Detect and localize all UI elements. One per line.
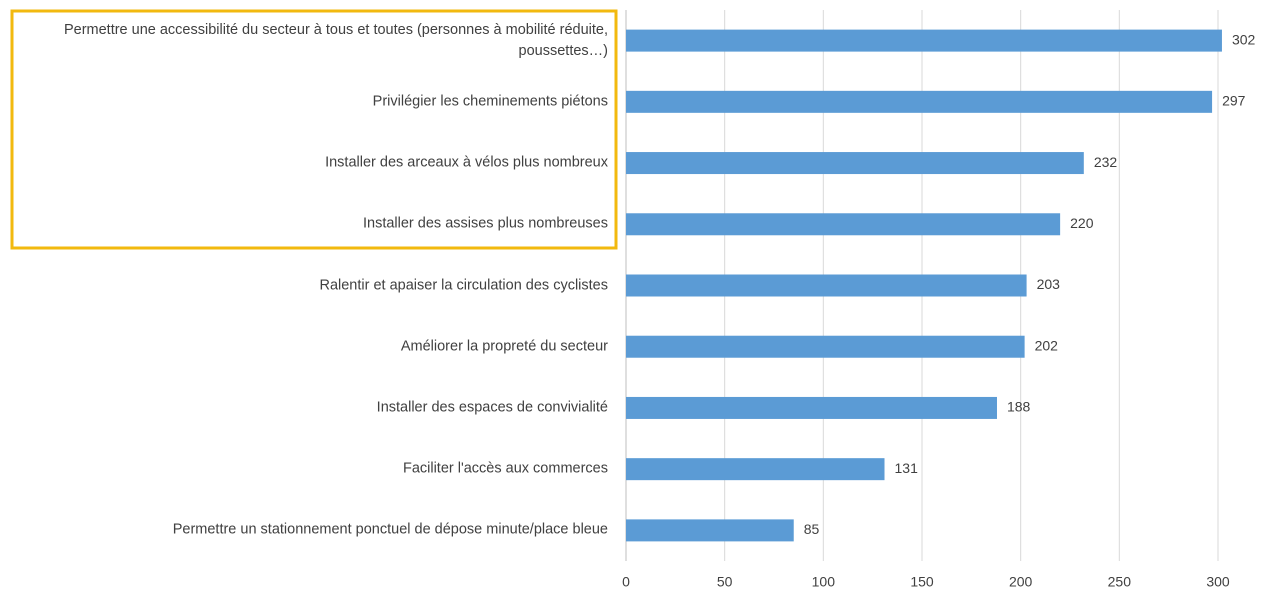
value-label: 202: [1035, 337, 1059, 353]
value-label: 232: [1094, 154, 1118, 170]
x-tick-label: 250: [1108, 574, 1132, 590]
y-tick-label: Faciliter l'accès aux commerces: [402, 460, 608, 477]
x-tick-label: 100: [812, 574, 836, 590]
y-tick-label: Ralentir et apaiser la circulation des c…: [319, 277, 608, 293]
y-tick-label: Améliorer la propreté du secteur: [400, 338, 608, 355]
x-tick-label: 300: [1206, 574, 1230, 590]
bar: [626, 152, 1084, 175]
value-label: 85: [804, 521, 820, 537]
highlight-box: [10, 9, 618, 250]
value-label: 203: [1037, 276, 1061, 292]
y-tick-label: Installer des espaces de convivialité: [376, 399, 608, 416]
value-label: 220: [1070, 215, 1094, 231]
y-tick-label: Installer des assises plus nombreuses: [362, 215, 608, 232]
bar: [626, 29, 1222, 52]
x-tick-label: 150: [910, 574, 934, 590]
value-label: 297: [1222, 93, 1246, 109]
x-tick-label: 200: [1009, 574, 1033, 590]
bar: [626, 396, 997, 419]
bar: [626, 458, 885, 481]
y-tick-label: Permettre une accessibilité du secteur à…: [63, 21, 608, 59]
value-label: 131: [895, 460, 919, 476]
value-label: 188: [1007, 399, 1031, 415]
bar: [626, 90, 1213, 113]
x-tick-label: 50: [717, 574, 733, 590]
value-label: 302: [1232, 31, 1256, 47]
x-tick-label: 0: [622, 574, 630, 590]
bar: [626, 213, 1061, 236]
bar: [626, 519, 794, 542]
bar: [626, 274, 1027, 297]
bar: [626, 335, 1025, 358]
y-tick-label: Privilégier les cheminements piétons: [372, 93, 608, 110]
y-tick-label: Installer des arceaux à vélos plus nombr…: [325, 154, 608, 171]
y-tick-label: Permettre un stationnement ponctuel de d…: [172, 521, 608, 538]
